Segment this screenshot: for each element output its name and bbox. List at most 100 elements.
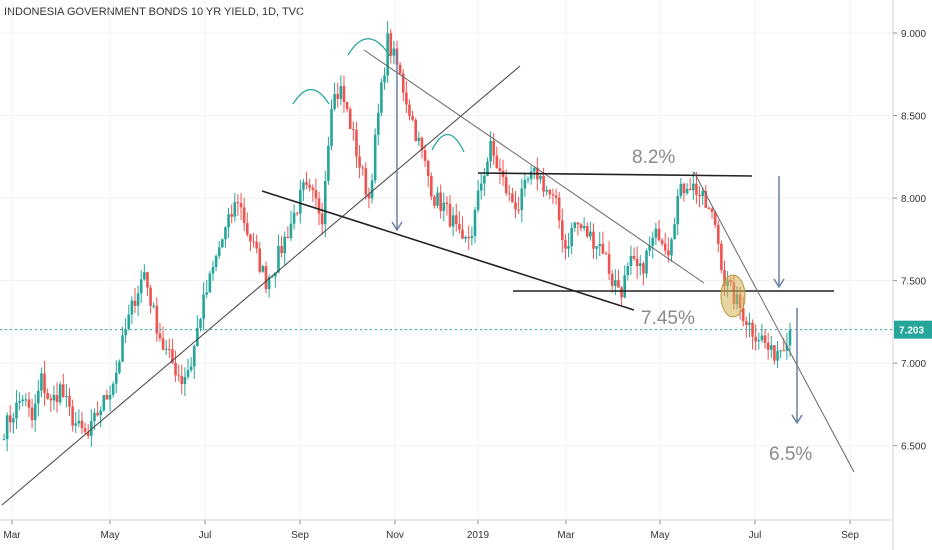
candle-body: [12, 418, 15, 423]
candle-body: [520, 188, 524, 211]
candle-body: [486, 161, 489, 176]
last-price-label: 7.203: [899, 326, 924, 337]
candle-body: [327, 145, 330, 182]
candle-body: [751, 322, 754, 337]
candle-body: [723, 270, 726, 286]
x-tick-label: Mar: [3, 530, 21, 541]
candle-body: [71, 406, 74, 426]
candle-body: [180, 376, 184, 384]
candle-body: [348, 109, 352, 129]
candle-body: [495, 155, 499, 169]
candle-body: [111, 383, 115, 395]
candle-body: [507, 193, 511, 195]
candle-body: [93, 412, 96, 422]
candle-body: [161, 338, 165, 350]
candle-body: [174, 362, 177, 376]
candle-body: [308, 184, 311, 188]
candle-body: [492, 140, 495, 156]
candle-body: [442, 202, 446, 211]
candle-body: [645, 250, 648, 274]
candle-body: [136, 293, 140, 306]
candle-body: [105, 395, 109, 400]
candle-body: [392, 48, 396, 56]
candle-body: [632, 255, 636, 259]
candle-body: [323, 181, 327, 225]
candle-body: [80, 420, 84, 429]
candle-body: [779, 350, 782, 352]
candle-body: [283, 236, 287, 254]
candle-body: [414, 119, 418, 141]
candle-body: [464, 236, 467, 239]
candle-body: [186, 370, 190, 377]
candle-body: [77, 420, 81, 424]
y-tick-label: 8.500: [901, 112, 926, 123]
candle-body: [317, 198, 321, 214]
candle-body: [102, 395, 106, 411]
candle-body: [255, 241, 258, 249]
down-arrow-2-head: [773, 278, 785, 289]
candle-body: [149, 287, 152, 306]
candle-body: [405, 92, 408, 105]
candle-body: [417, 137, 421, 141]
down-arrow-1-head: [391, 221, 403, 232]
x-tick-label: Sep: [841, 530, 859, 541]
candle-body: [27, 399, 31, 408]
candle-body: [355, 129, 358, 157]
candle-body: [230, 214, 233, 217]
candle-body: [498, 168, 502, 171]
downtrend-resistance-line: [363, 49, 705, 284]
x-tick-label: 2019: [467, 530, 490, 541]
candle-body: [561, 220, 564, 241]
candle-body: [720, 243, 723, 271]
candle-body: [688, 188, 692, 191]
candle-body: [567, 245, 570, 249]
candle-body: [701, 191, 704, 197]
candle-body: [61, 384, 65, 397]
channel-line: [693, 171, 855, 473]
candle-body: [299, 189, 302, 214]
candle-body: [320, 213, 324, 225]
candle-body: [90, 421, 93, 436]
candle-body: [333, 93, 336, 109]
candle-body: [367, 194, 371, 199]
candle-body: [211, 266, 215, 274]
candle-body: [773, 345, 776, 361]
candle-body: [576, 222, 580, 225]
candle-body: [458, 223, 461, 230]
candle-body: [766, 342, 770, 350]
candle-body: [607, 254, 611, 274]
candle-body: [763, 335, 767, 343]
candle-body: [30, 407, 34, 421]
candle-body: [713, 211, 717, 225]
candle-body: [451, 215, 455, 227]
x-tick-label: Mar: [557, 530, 575, 541]
x-tick-label: May: [651, 530, 670, 541]
candle-body: [408, 104, 411, 116]
candle-body: [445, 202, 449, 205]
candle-body: [302, 182, 305, 190]
candle-body: [277, 246, 280, 273]
candle-body: [336, 93, 340, 99]
candle-body: [311, 187, 315, 191]
candle-body: [345, 102, 349, 110]
candle-body: [564, 240, 567, 249]
candle-body: [286, 236, 290, 239]
candle-body: [280, 246, 283, 254]
candle-body: [676, 196, 680, 225]
x-tick-label: May: [101, 530, 120, 541]
candle-body: [592, 231, 595, 249]
candle-body: [545, 189, 549, 192]
candle-body: [264, 266, 268, 289]
candle-body: [152, 305, 156, 307]
candle-body: [614, 280, 617, 286]
candle-body: [65, 396, 68, 398]
candle-body: [258, 248, 262, 272]
annotation-6-5: 6.5%: [769, 444, 812, 465]
candle-body: [5, 415, 9, 440]
candle-body: [670, 239, 673, 256]
candle-body: [168, 348, 171, 350]
candle-body: [707, 207, 711, 209]
head-arc: [347, 38, 391, 57]
candle-body: [15, 402, 18, 419]
